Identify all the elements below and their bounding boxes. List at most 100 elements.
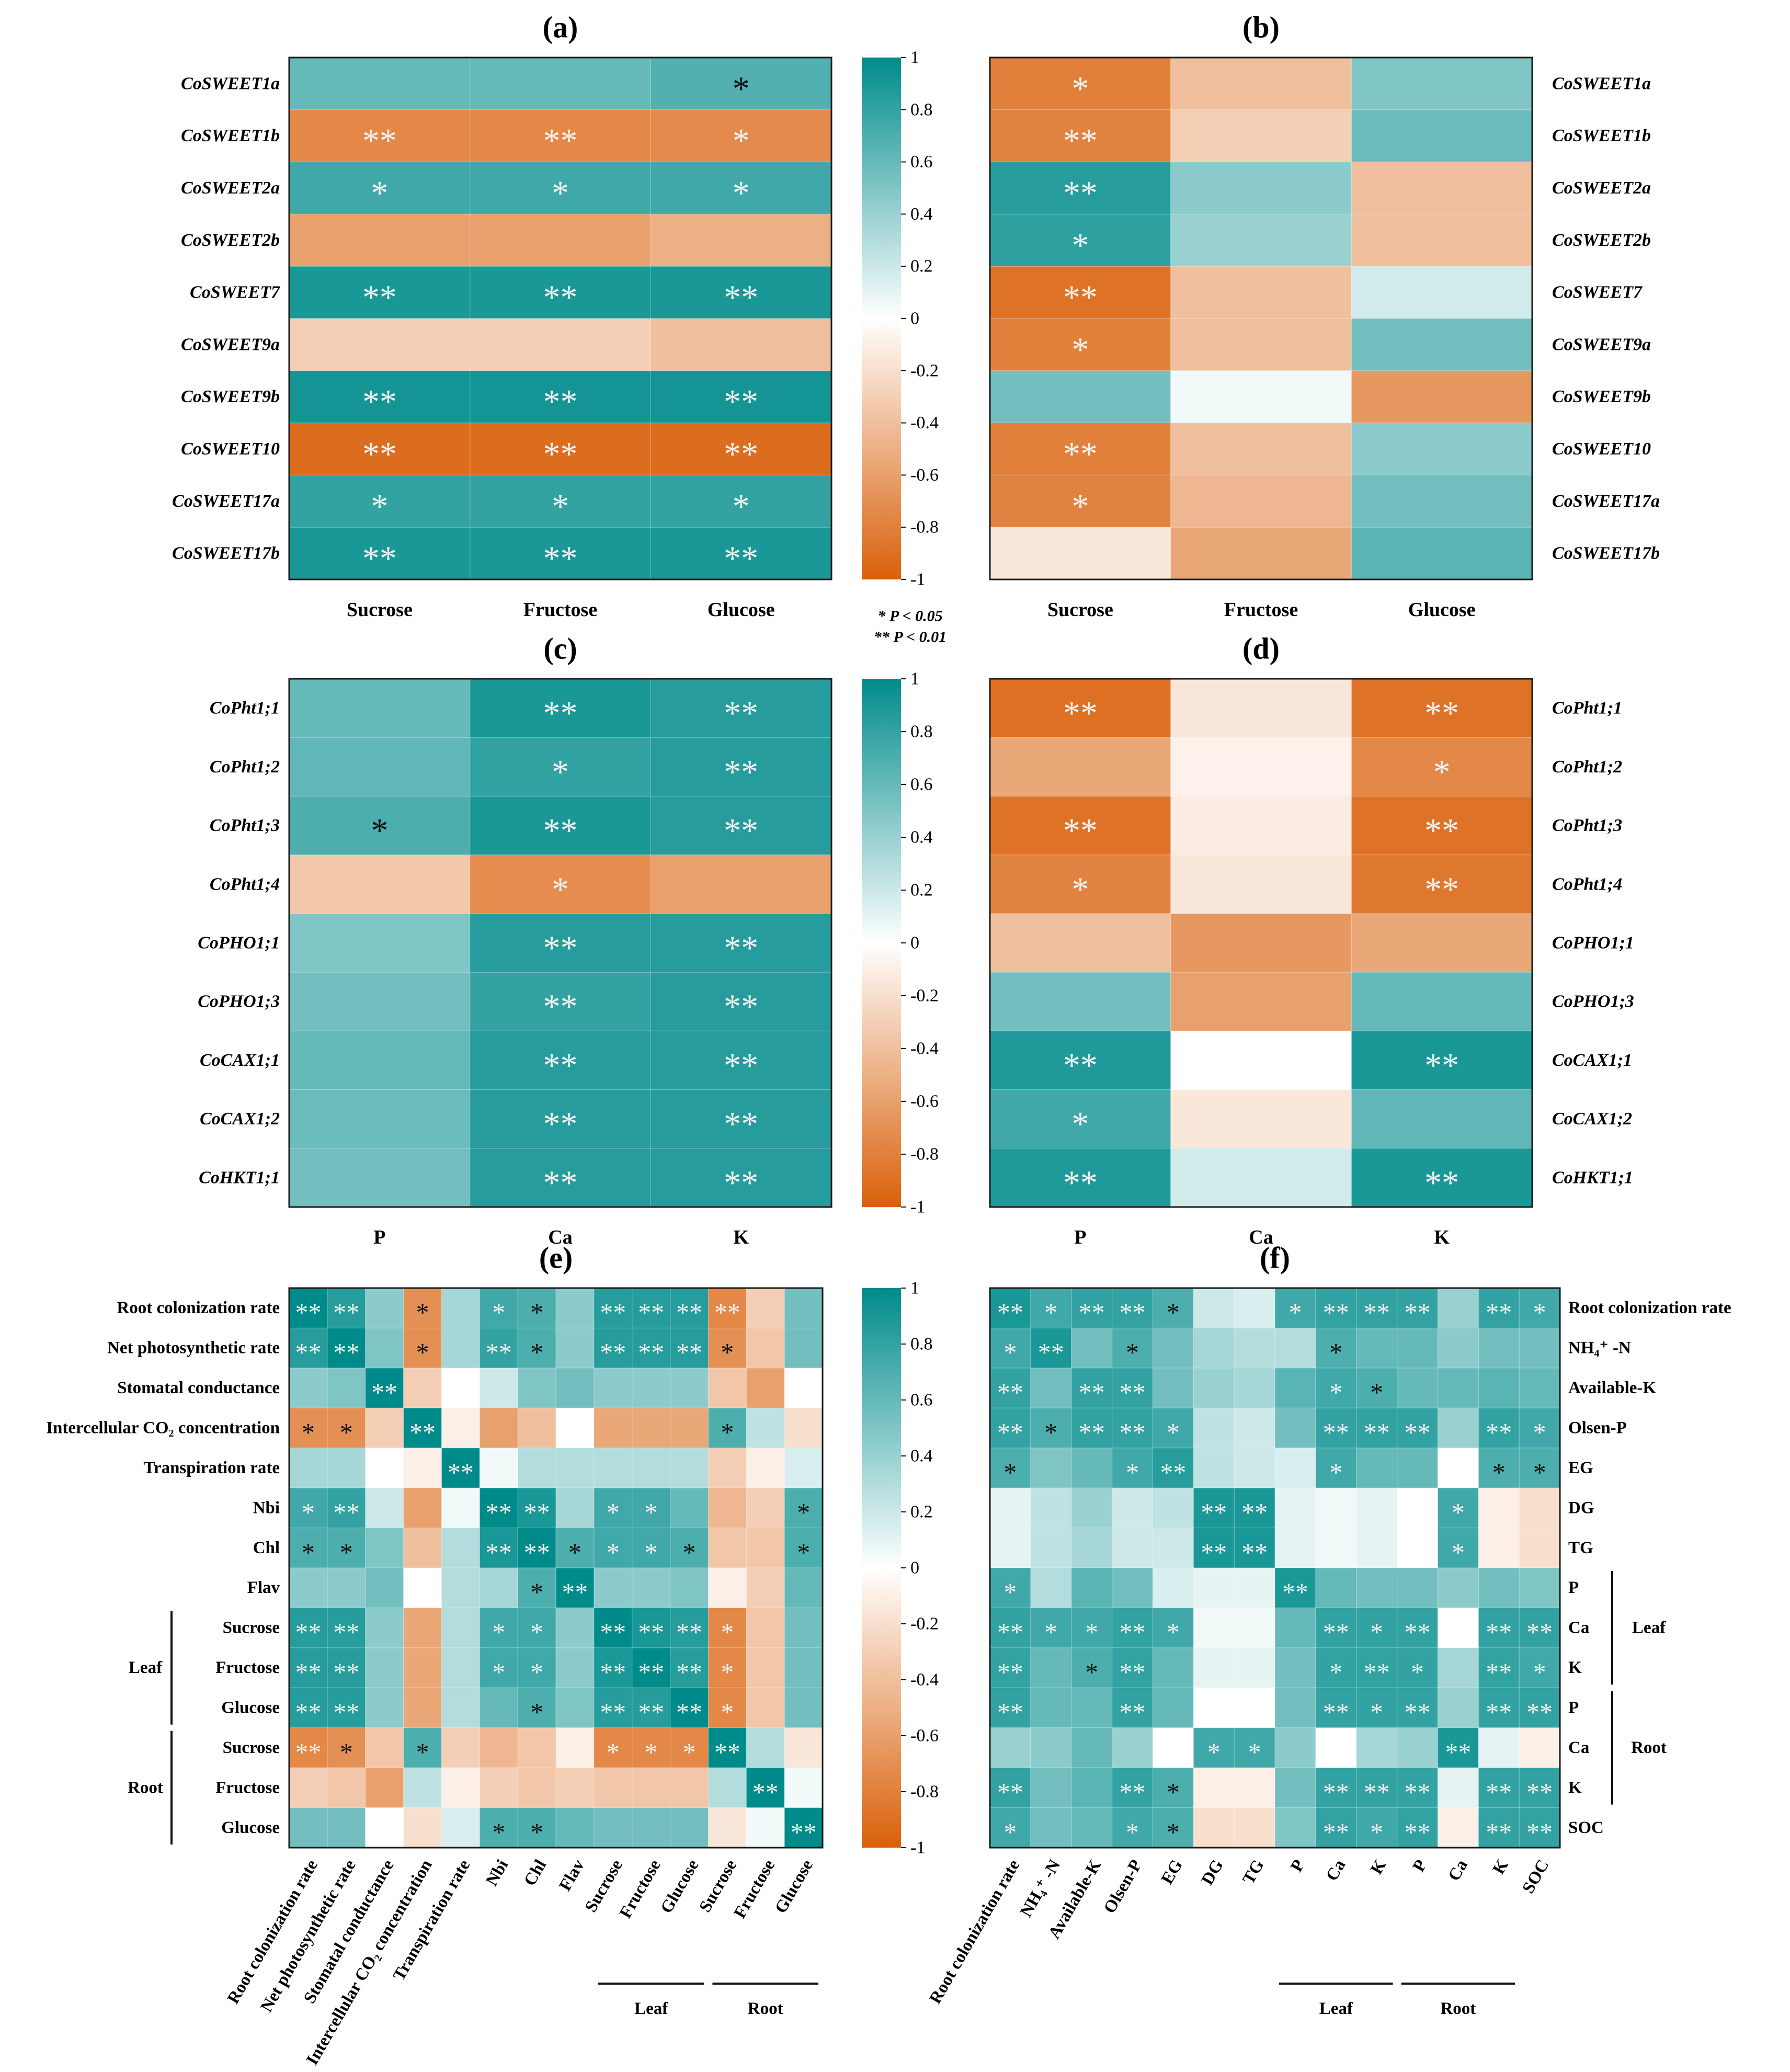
heatmap-cell bbox=[1437, 1407, 1479, 1449]
heatmap-cell bbox=[441, 1687, 481, 1728]
significance-note: ** P < 0.01 bbox=[874, 629, 947, 646]
heatmap-cell bbox=[289, 109, 471, 163]
colorbar-cd: 1 0.8 0.6 0.4 0.2 0 -0.2 -0.4 -0.6 -0.8 -1 bbox=[862, 669, 939, 1217]
heatmap-cell bbox=[989, 474, 1171, 528]
heatmap-cell bbox=[1170, 795, 1352, 856]
legend-tick-label: 0.4 bbox=[910, 204, 933, 224]
legend-tick-label: 1 bbox=[910, 48, 919, 67]
heatmap-cell bbox=[289, 1030, 471, 1090]
heatmap-cell bbox=[708, 1487, 747, 1529]
heatmap-cell bbox=[365, 1727, 404, 1769]
significance-marker: ** bbox=[600, 1618, 626, 1647]
row-label: P bbox=[1568, 1578, 1579, 1597]
heatmap-cell bbox=[1071, 1687, 1113, 1728]
heatmap-cell bbox=[289, 795, 471, 856]
row-group-label: Leaf bbox=[1632, 1619, 1666, 1637]
significance-marker: * bbox=[1085, 1657, 1098, 1687]
legend-tick-label: -0.8 bbox=[910, 518, 939, 537]
row-label: CoCAX1;2 bbox=[200, 1109, 280, 1129]
significance-marker: * bbox=[530, 1297, 543, 1327]
heatmap-cell bbox=[1356, 1647, 1398, 1689]
heatmap-cell bbox=[989, 1687, 1032, 1728]
significance-marker: ** bbox=[724, 435, 758, 473]
heatmap-cell bbox=[1234, 1647, 1276, 1689]
row-label: CoPht1;4 bbox=[210, 874, 280, 894]
row-label: Glucose bbox=[221, 1699, 280, 1717]
significance-marker: ** bbox=[486, 1538, 512, 1567]
column-label: Nbi bbox=[482, 1857, 512, 1889]
significance-marker: ** bbox=[1526, 1777, 1553, 1806]
significance-marker: * bbox=[721, 1418, 734, 1447]
significance-marker: ** bbox=[1120, 1698, 1146, 1727]
significance-marker: ** bbox=[362, 122, 397, 160]
heatmap-cell bbox=[1193, 1767, 1235, 1808]
row-label: Chl bbox=[253, 1539, 280, 1557]
heatmap-cell bbox=[555, 1647, 595, 1689]
heatmap-cell bbox=[650, 370, 833, 424]
heatmap-cell bbox=[1274, 1647, 1317, 1689]
row-label: CoSWEET7 bbox=[1552, 283, 1643, 302]
heatmap-cell bbox=[1351, 213, 1533, 267]
heatmap-cell bbox=[989, 1607, 1032, 1649]
significance-marker: ** bbox=[1079, 1418, 1105, 1447]
heatmap-cell bbox=[708, 1407, 747, 1449]
heatmap-cell bbox=[784, 1448, 824, 1489]
heatmap-cell bbox=[594, 1567, 633, 1609]
column-label: DG bbox=[1198, 1857, 1227, 1888]
significance-marker: ** bbox=[638, 1618, 664, 1647]
heatmap-cell bbox=[746, 1288, 785, 1329]
legend-tick-label: 0.2 bbox=[910, 881, 933, 900]
row-label: K bbox=[1568, 1778, 1582, 1797]
significance-marker: * bbox=[492, 1657, 505, 1687]
significance-marker: ** bbox=[562, 1577, 588, 1607]
heatmap-cell bbox=[1315, 1368, 1357, 1409]
heatmap-cell bbox=[1478, 1807, 1520, 1849]
heatmap-cell bbox=[1170, 855, 1352, 915]
heatmap-cell bbox=[1351, 57, 1533, 111]
significance-marker: ** bbox=[333, 1297, 359, 1327]
heatmap-cell bbox=[327, 1727, 366, 1769]
significance-marker: ** bbox=[600, 1297, 626, 1327]
heatmap-cell bbox=[1437, 1288, 1479, 1329]
row-label: CoSWEET9b bbox=[181, 387, 280, 406]
heatmap-cell bbox=[1170, 109, 1352, 163]
significance-marker: ** bbox=[1120, 1418, 1146, 1447]
heatmap-cell bbox=[1193, 1807, 1235, 1849]
legend-tick-label: 0.8 bbox=[910, 722, 933, 742]
significance-marker: ** bbox=[1079, 1377, 1105, 1407]
heatmap-cell bbox=[1071, 1448, 1113, 1489]
heatmap-cell bbox=[1315, 1567, 1357, 1609]
column-group-label: Leaf bbox=[634, 1999, 668, 2018]
heatmap-cell bbox=[327, 1807, 366, 1849]
heatmap-cell bbox=[1071, 1607, 1113, 1649]
heatmap-cell bbox=[1519, 1727, 1561, 1769]
significance-marker: ** bbox=[1526, 1698, 1553, 1727]
column-label: Fructose bbox=[523, 599, 597, 621]
heatmap-cell bbox=[1111, 1327, 1154, 1369]
significance-marker: * bbox=[1533, 1297, 1546, 1327]
heatmap-cell bbox=[1030, 1807, 1072, 1849]
significance-marker: ** bbox=[486, 1338, 512, 1367]
heatmap-cell bbox=[669, 1487, 709, 1529]
significance-marker: ** bbox=[486, 1497, 512, 1527]
significance-marker: ** bbox=[724, 929, 758, 967]
heatmap-cell bbox=[365, 1687, 404, 1728]
heatmap-cell bbox=[403, 1767, 442, 1808]
row-label: CoPHO1;3 bbox=[198, 992, 280, 1011]
significance-marker: ** bbox=[638, 1338, 664, 1367]
significance-marker: * bbox=[552, 870, 569, 908]
heatmap-cell bbox=[989, 1089, 1171, 1149]
heatmap-cell bbox=[289, 737, 471, 797]
significance-marker: ** bbox=[724, 753, 758, 791]
heatmap-cell bbox=[470, 855, 652, 915]
column-label: K bbox=[733, 1226, 749, 1248]
significance-marker: * bbox=[1044, 1418, 1057, 1447]
heatmap-cell bbox=[479, 1727, 519, 1769]
significance-marker: ** bbox=[1323, 1297, 1349, 1327]
heatmap-cell bbox=[289, 1647, 328, 1689]
significance-marker: * bbox=[371, 487, 388, 526]
significance-marker: * bbox=[733, 122, 750, 160]
row-label: CoSWEET1a bbox=[1552, 74, 1651, 93]
column-label: Glucose bbox=[657, 1857, 702, 1917]
significance-marker: * bbox=[1126, 1458, 1139, 1487]
